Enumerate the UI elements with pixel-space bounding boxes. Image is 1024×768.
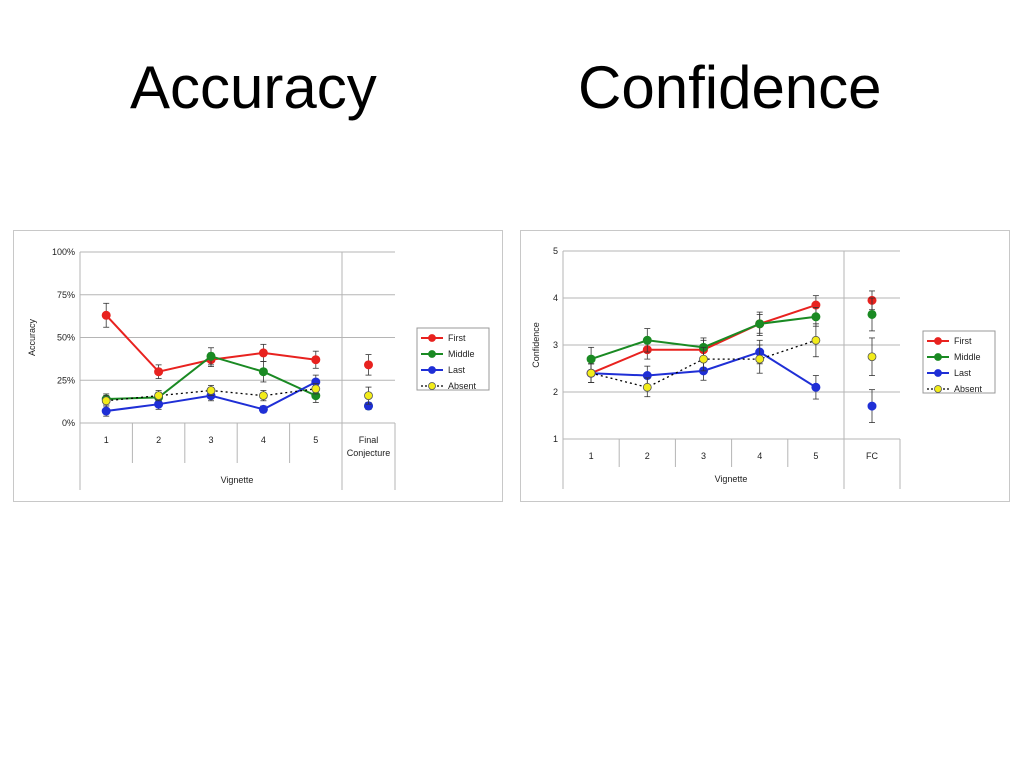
confidence-point-middle bbox=[586, 354, 596, 364]
accuracy-legend-label-absent: Absent bbox=[448, 381, 477, 391]
confidence-x-tick-label: 5 bbox=[813, 451, 818, 461]
confidence-point-absent bbox=[811, 335, 821, 345]
accuracy-x-tick-label: 2 bbox=[156, 435, 161, 445]
confidence-y-tick-label: 1 bbox=[553, 434, 558, 444]
confidence-point-absent bbox=[642, 382, 652, 392]
confidence-x-tick-label: 3 bbox=[701, 451, 706, 461]
confidence-point-absent bbox=[867, 352, 877, 362]
accuracy-y-axis-title: Accuracy bbox=[27, 318, 37, 356]
confidence-y-axis-title: Confidence bbox=[531, 322, 541, 368]
confidence-point-middle bbox=[642, 335, 652, 345]
accuracy-legend-marker-absent bbox=[428, 382, 436, 390]
accuracy-point-middle bbox=[258, 367, 268, 377]
accuracy-y-tick-label: 100% bbox=[52, 247, 75, 257]
accuracy-point-last bbox=[101, 406, 111, 416]
confidence-chart-svg: 1 2 3 4 5 1 2 3 4 5 FC Vignette Confidence First Middl… bbox=[531, 246, 996, 489]
accuracy-legend-label-middle: Middle bbox=[448, 349, 475, 359]
accuracy-point-absent bbox=[364, 391, 373, 401]
confidence-legend-label-absent: Absent bbox=[954, 384, 983, 394]
confidence-y-tick-label: 2 bbox=[553, 387, 558, 397]
accuracy-point-absent bbox=[311, 384, 321, 394]
accuracy-y-tick-label: 25% bbox=[57, 375, 75, 385]
accuracy-chart-svg: 0% 25% 50% 75% 100% 1 2 3 4 5 Final Conjecture Vigne… bbox=[27, 247, 490, 490]
confidence-legend-label-last: Last bbox=[954, 368, 972, 378]
confidence-x-tick-label: 1 bbox=[589, 451, 594, 461]
accuracy-y-tick-label: 50% bbox=[57, 333, 75, 343]
accuracy-y-tick-label: 75% bbox=[57, 290, 75, 300]
accuracy-legend-marker-middle bbox=[428, 350, 436, 358]
confidence-legend-marker-last bbox=[934, 369, 942, 377]
confidence-title: Confidence bbox=[578, 54, 882, 121]
accuracy-legend-label-first: First bbox=[448, 333, 466, 343]
confidence-legend-label-first: First bbox=[954, 336, 972, 346]
accuracy-final-label: Final bbox=[359, 435, 379, 445]
confidence-point-absent bbox=[586, 368, 596, 378]
confidence-point-absent bbox=[699, 354, 708, 364]
accuracy-legend-label-last: Last bbox=[448, 365, 466, 375]
accuracy-point-first bbox=[154, 367, 164, 377]
accuracy-legend-marker-first bbox=[428, 334, 436, 342]
accuracy-x-tick-label: 3 bbox=[208, 435, 213, 445]
accuracy-point-last bbox=[154, 399, 164, 409]
confidence-final-label: FC bbox=[866, 451, 878, 461]
confidence-y-tick-label: 4 bbox=[553, 293, 558, 303]
accuracy-point-first bbox=[258, 348, 268, 358]
confidence-x-axis-title: Vignette bbox=[715, 474, 748, 484]
confidence-point-middle bbox=[811, 312, 821, 322]
accuracy-x-tick-label: 1 bbox=[104, 435, 109, 445]
accuracy-point-absent bbox=[101, 396, 111, 406]
confidence-chart: 1 2 3 4 5 1 2 3 4 5 FC Vignette Confidence First Middl… bbox=[520, 230, 1010, 502]
confidence-legend-marker-absent bbox=[934, 385, 942, 393]
accuracy-point-middle bbox=[206, 351, 216, 361]
confidence-y-tick-label: 3 bbox=[553, 340, 558, 350]
accuracy-x-tick-label: 5 bbox=[313, 435, 318, 445]
confidence-point-absent bbox=[755, 354, 765, 364]
accuracy-final-label: Conjecture bbox=[347, 448, 391, 458]
confidence-legend-marker-first bbox=[934, 337, 942, 345]
accuracy-point-last bbox=[258, 404, 268, 414]
confidence-point-last bbox=[811, 382, 821, 392]
accuracy-x-tick-label: 4 bbox=[261, 435, 266, 445]
accuracy-point-absent bbox=[258, 391, 268, 401]
confidence-x-tick-label: 2 bbox=[645, 451, 650, 461]
accuracy-point-first bbox=[311, 355, 321, 365]
confidence-y-tick-label: 5 bbox=[553, 246, 558, 256]
accuracy-title: Accuracy bbox=[130, 54, 377, 121]
accuracy-point-absent bbox=[154, 391, 164, 401]
accuracy-point-first bbox=[101, 310, 111, 320]
confidence-x-tick-label: 4 bbox=[757, 451, 762, 461]
confidence-point-middle bbox=[755, 319, 765, 329]
confidence-point-last bbox=[867, 401, 877, 411]
accuracy-point-absent bbox=[206, 386, 216, 395]
confidence-legend-marker-middle bbox=[934, 353, 942, 361]
accuracy-y-tick-label: 0% bbox=[62, 418, 75, 428]
confidence-point-middle bbox=[867, 309, 877, 319]
accuracy-chart: 0% 25% 50% 75% 100% 1 2 3 4 5 Final Conjecture Vigne… bbox=[13, 230, 503, 502]
accuracy-legend-marker-last bbox=[428, 366, 436, 374]
confidence-legend-label-middle: Middle bbox=[954, 352, 981, 362]
accuracy-x-axis-title: Vignette bbox=[221, 475, 254, 485]
accuracy-point-first bbox=[364, 360, 373, 370]
